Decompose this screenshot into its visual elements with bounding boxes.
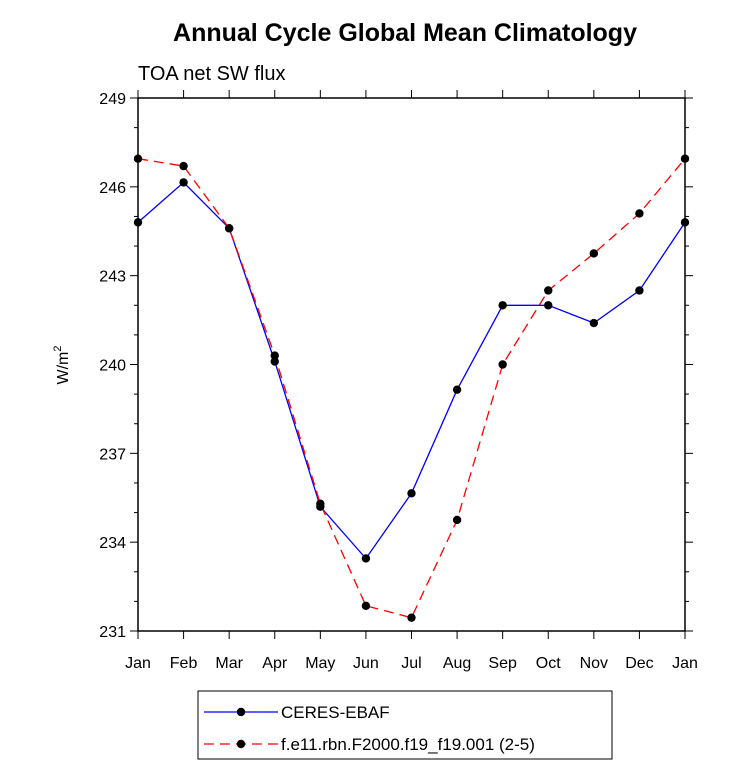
series-line-0 <box>137 181 686 560</box>
data-point-1 <box>498 360 507 369</box>
data-point-0 <box>589 318 599 328</box>
x-tick-label: Jan <box>125 655 151 672</box>
x-tick-label: Apr <box>262 655 288 672</box>
data-point-1 <box>589 249 599 258</box>
data-point-1 <box>179 161 188 171</box>
y-tick-label: 246 <box>99 180 126 197</box>
data-point-0 <box>498 301 507 310</box>
data-point-1 <box>544 286 553 295</box>
legend-marker-model <box>236 739 246 749</box>
plot-frame <box>137 97 686 632</box>
legend-label-model: f.e11.rbn.F2000.f19_f19.001 (2-5) <box>281 735 535 754</box>
legend-marker-ceres <box>236 707 246 717</box>
x-tick-label: Jun <box>353 655 379 672</box>
data-point-0 <box>680 218 690 227</box>
data-point-1 <box>133 154 143 163</box>
y-tick-label: 231 <box>99 624 126 641</box>
x-tick-label: Jan <box>672 655 698 672</box>
legend-label-ceres: CERES-EBAF <box>281 703 390 722</box>
chart-title: Annual Cycle Global Mean Climatology <box>173 19 637 47</box>
data-point-0 <box>361 554 371 563</box>
x-tick-label: May <box>305 655 335 672</box>
data-point-0 <box>179 178 188 187</box>
x-tick-label: Nov <box>580 655 608 672</box>
data-point-1 <box>680 154 690 163</box>
y-tick-label: 234 <box>99 535 126 552</box>
data-point-1 <box>316 499 325 508</box>
y-axis-label: W/m2 <box>52 346 72 385</box>
data-point-0 <box>407 489 416 498</box>
chart-subtitle: TOA net SW flux <box>138 63 285 85</box>
y-tick-label: 240 <box>99 358 126 375</box>
data-point-1 <box>270 351 279 360</box>
svg-text:W/m2: W/m2 <box>52 346 72 385</box>
x-tick-label: Oct <box>536 655 561 672</box>
x-tick-label: Feb <box>170 655 198 672</box>
data-point-0 <box>133 218 143 227</box>
y-tick-label: 243 <box>99 269 126 286</box>
x-tick-label: Dec <box>625 655 653 672</box>
series-layer <box>133 154 690 622</box>
data-point-0 <box>544 301 553 310</box>
data-point-0 <box>635 286 644 295</box>
data-point-0 <box>452 385 462 394</box>
axis-ticks: 231 234 237 240 243 246 249 Jan Feb Mar Apr May Jun J… <box>99 90 698 672</box>
x-tick-label: Sep <box>488 655 517 672</box>
legend: CERES-EBAF f.e11.rbn.F2000.f19_f19.001 (… <box>197 690 613 760</box>
legend-box <box>197 690 613 760</box>
data-point-1 <box>407 613 416 622</box>
series-line-1 <box>137 158 686 619</box>
data-point-0 <box>270 357 279 366</box>
data-point-1 <box>452 515 462 525</box>
x-tick-label: Mar <box>215 655 243 672</box>
y-axis-label-text: W/m <box>55 352 72 385</box>
data-point-1 <box>224 224 234 233</box>
data-point-1 <box>361 601 371 611</box>
y-tick-label: 249 <box>99 91 126 108</box>
y-tick-label: 237 <box>99 446 126 463</box>
y-axis-label-superscript: 2 <box>52 346 64 352</box>
data-point-1 <box>635 209 644 218</box>
x-tick-label: Aug <box>443 655 471 672</box>
x-tick-label: Jul <box>401 655 421 672</box>
